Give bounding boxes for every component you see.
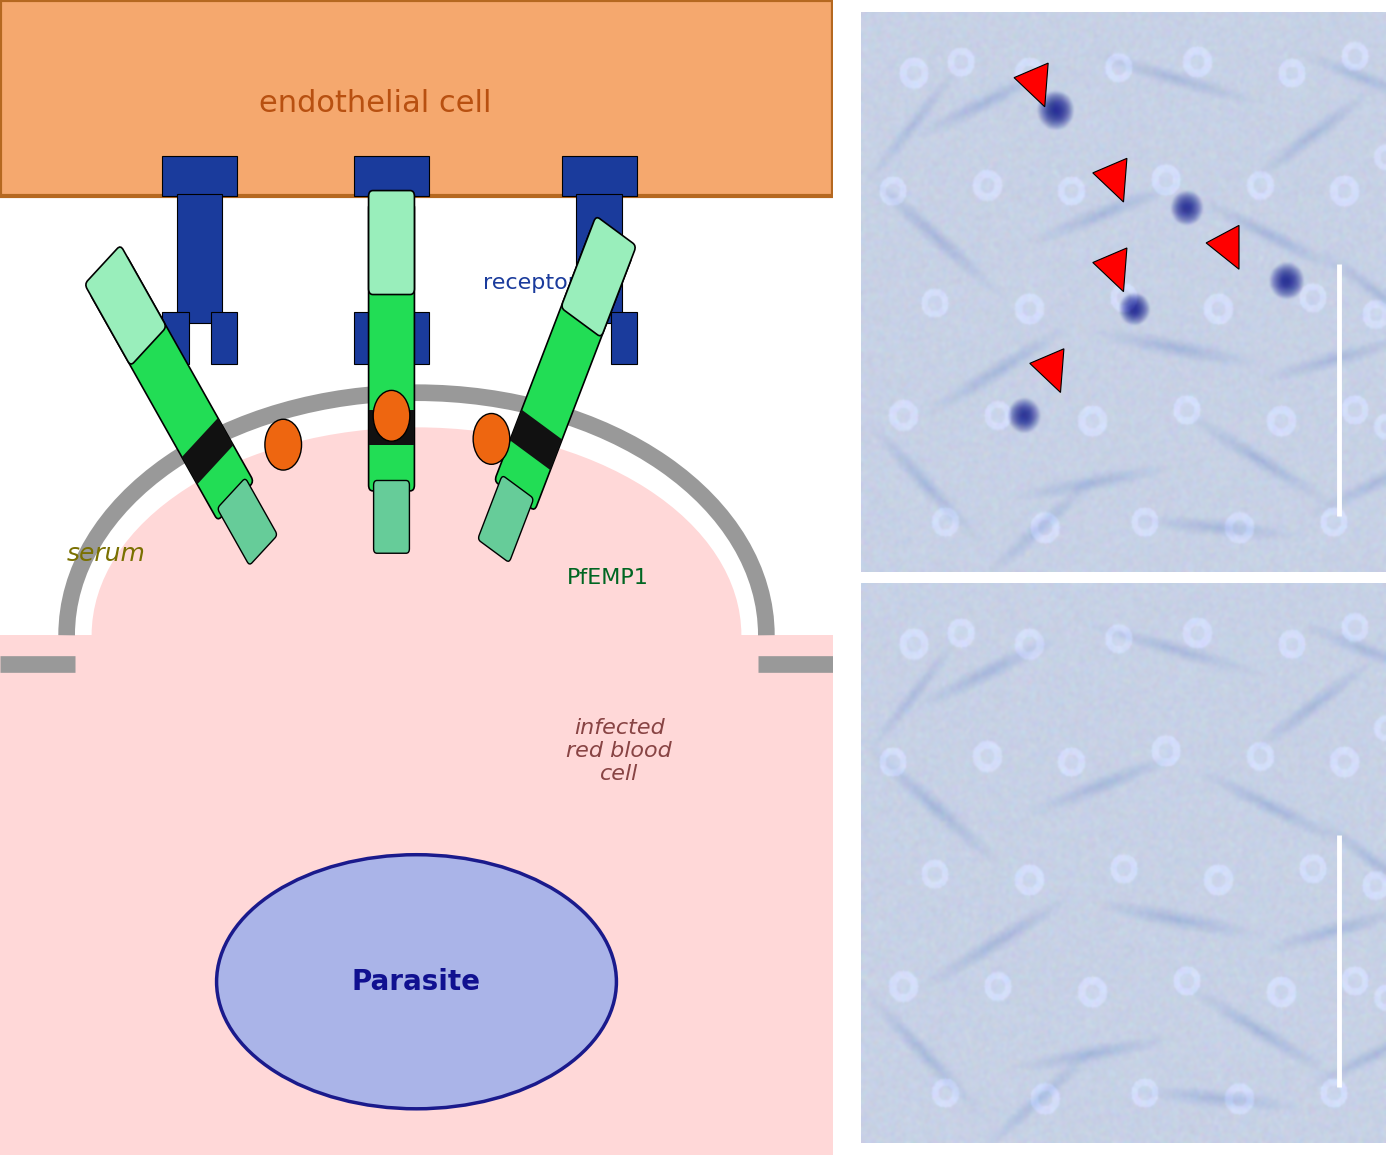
- Circle shape: [265, 419, 301, 470]
- Text: serum: serum: [67, 543, 146, 566]
- FancyBboxPatch shape: [0, 635, 833, 1155]
- FancyBboxPatch shape: [91, 256, 252, 519]
- FancyBboxPatch shape: [176, 194, 223, 323]
- FancyBboxPatch shape: [354, 156, 428, 196]
- Bar: [510, 410, 563, 470]
- FancyBboxPatch shape: [496, 228, 631, 509]
- FancyBboxPatch shape: [563, 312, 589, 364]
- FancyBboxPatch shape: [354, 312, 381, 364]
- FancyBboxPatch shape: [610, 312, 637, 364]
- Polygon shape: [1093, 158, 1127, 202]
- FancyBboxPatch shape: [563, 156, 637, 196]
- FancyBboxPatch shape: [211, 312, 238, 364]
- FancyBboxPatch shape: [162, 156, 238, 196]
- Ellipse shape: [217, 855, 616, 1109]
- FancyBboxPatch shape: [0, 0, 833, 196]
- FancyBboxPatch shape: [479, 477, 533, 561]
- FancyBboxPatch shape: [561, 217, 636, 336]
- Text: PfEMP1: PfEMP1: [567, 567, 648, 588]
- FancyBboxPatch shape: [368, 202, 414, 491]
- Polygon shape: [1093, 248, 1127, 292]
- FancyBboxPatch shape: [85, 247, 165, 364]
- FancyBboxPatch shape: [368, 194, 414, 323]
- Bar: [368, 410, 414, 445]
- FancyBboxPatch shape: [402, 312, 428, 364]
- Circle shape: [473, 413, 510, 464]
- Text: receptor: receptor: [483, 273, 577, 293]
- Polygon shape: [1030, 349, 1064, 393]
- FancyBboxPatch shape: [218, 479, 276, 564]
- Bar: [182, 418, 234, 484]
- Polygon shape: [1014, 64, 1049, 106]
- Text: endothelial cell: endothelial cell: [259, 89, 491, 119]
- Text: infected
red blood
cell: infected red blood cell: [567, 717, 672, 784]
- FancyBboxPatch shape: [374, 480, 409, 553]
- FancyBboxPatch shape: [577, 194, 622, 323]
- FancyBboxPatch shape: [162, 312, 189, 364]
- Circle shape: [374, 390, 410, 441]
- Ellipse shape: [91, 427, 742, 843]
- Text: Parasite: Parasite: [351, 968, 482, 996]
- Polygon shape: [1207, 225, 1239, 269]
- FancyBboxPatch shape: [368, 191, 414, 295]
